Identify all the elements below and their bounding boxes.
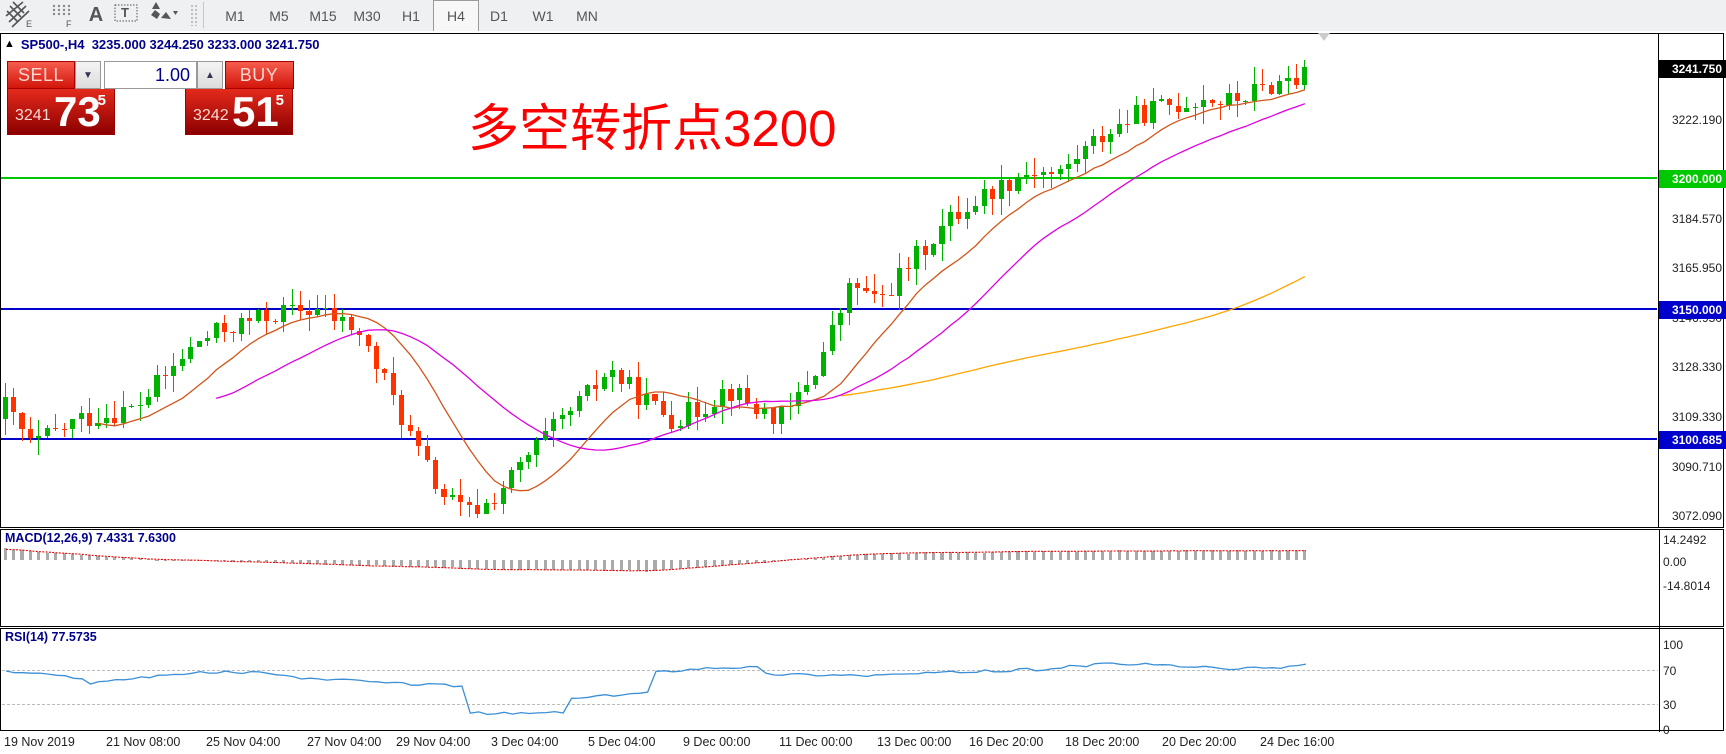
svg-text:F: F [66, 19, 72, 29]
svg-text:T: T [121, 5, 129, 20]
svg-text:E: E [26, 19, 32, 29]
